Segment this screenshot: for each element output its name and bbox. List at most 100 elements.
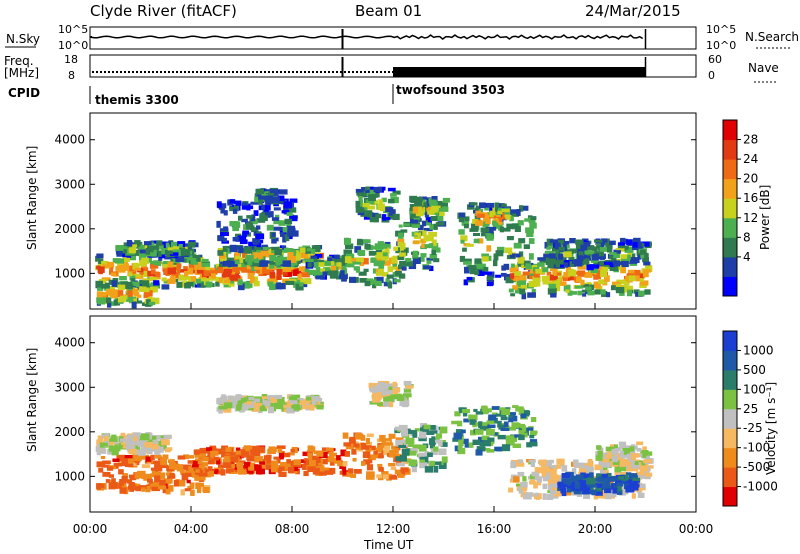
- power-cell-1693: [242, 232, 247, 238]
- power-cell-377: [132, 244, 138, 248]
- power-cell-105: [186, 276, 191, 280]
- velocity-cell-1270: [580, 465, 588, 469]
- nave-label: Nave: [748, 61, 779, 75]
- velocity-cell-920: [440, 426, 448, 434]
- power-cell-1106: [469, 269, 475, 275]
- power-cell-99: [122, 265, 132, 271]
- power-cell-864: [364, 281, 371, 287]
- power-cell-554: [224, 279, 231, 283]
- power-cell-1435: [623, 281, 628, 288]
- velocity-cell-922: [419, 431, 427, 439]
- power-cell-1443: [541, 275, 549, 282]
- power-cell-689: [261, 250, 269, 257]
- power-cell-1100: [529, 253, 534, 260]
- velocity-cell-1022: [500, 416, 508, 421]
- power-cell-1609: [558, 246, 565, 251]
- velocity-cell-1326: [598, 479, 604, 486]
- velocity-cell-736: [386, 473, 392, 481]
- velocity-cell-1422: [614, 452, 622, 460]
- velocity-cell-84: [138, 485, 147, 489]
- power-cell-1197: [494, 202, 500, 209]
- velocity-colorbar-label: Velocity [m s⁻¹]: [764, 382, 778, 475]
- velocity-cell-912: [426, 430, 435, 436]
- velocity-cell-78: [155, 471, 161, 478]
- power-cell-723: [234, 260, 240, 265]
- power-cell-132: [162, 262, 171, 266]
- power-cell-1350: [517, 280, 527, 287]
- velocity-cell-678: [264, 401, 271, 407]
- nsky-series-line: [90, 34, 644, 40]
- velocity-cell-82: [150, 481, 160, 487]
- velocity-cell-217: [126, 442, 133, 446]
- velocity-cell-58: [155, 454, 162, 459]
- power-cell-134: [143, 267, 149, 271]
- velocity-cell-150: [147, 478, 153, 483]
- power-cell-1606: [572, 249, 578, 253]
- power-cell-1719: [223, 226, 229, 232]
- power-cell-1498: [609, 264, 619, 272]
- power-cell-308: [167, 241, 174, 249]
- power-cell-236: [130, 281, 140, 287]
- velocity-cell-1001: [526, 427, 534, 431]
- power-cell-367: [149, 246, 158, 253]
- velocity-cell-181: [119, 442, 126, 448]
- velocity-cell-275: [145, 441, 154, 448]
- velocity-cell-715: [376, 474, 383, 479]
- power-cell-931: [355, 206, 365, 213]
- velocity-cell-880: [414, 428, 420, 432]
- power-cell-18: [163, 280, 171, 284]
- power-cell-535: [193, 261, 199, 265]
- velocity-cell-897: [398, 445, 407, 449]
- velocity-cell-1310: [626, 479, 636, 487]
- velocity-cell-939: [461, 438, 469, 445]
- power-cell-157: [167, 278, 176, 284]
- power-cell-1005: [411, 224, 421, 228]
- velocity-cell-456: [224, 456, 229, 464]
- power-colorbar-frame: [722, 119, 738, 297]
- velocity-cell-1173: [565, 490, 572, 496]
- power-cell-820: [375, 250, 382, 254]
- power-cell-1737: [286, 212, 293, 216]
- velocity-cell-862: [438, 462, 447, 469]
- power-cell-540: [253, 280, 260, 287]
- power-cell-834: [384, 247, 390, 255]
- power-cell-1085: [477, 238, 484, 244]
- power-cell-1119: [477, 269, 485, 276]
- power-cell-656: [244, 246, 253, 254]
- velocity-cell-893: [411, 459, 418, 464]
- velocity-cell-771: [389, 450, 394, 454]
- power-cell-1674: [251, 219, 258, 225]
- velocity-cell-344: [221, 452, 230, 458]
- power-cell-842: [376, 276, 384, 284]
- velocity-cell-190: [140, 445, 148, 451]
- power-cell-107: [180, 269, 188, 273]
- power-cell-66: [183, 266, 188, 271]
- velocity-cell-1469: [629, 446, 635, 452]
- velocity-cell-764: [384, 442, 394, 446]
- velocity-cell-714: [377, 476, 384, 481]
- power-cell-1598: [581, 242, 590, 247]
- power-cell-343: [161, 247, 166, 255]
- power-cell-781: [334, 254, 340, 260]
- power-cell-1362: [550, 274, 557, 281]
- power-cell-1354: [529, 266, 534, 274]
- power-cell-1037: [440, 202, 448, 209]
- velocity-cell-1427: [607, 451, 613, 456]
- velocity-colorbar-swatch-4: [723, 408, 737, 429]
- power-cell-1712: [271, 232, 276, 237]
- power-cell-819: [370, 257, 376, 262]
- velocity-cell-1191: [530, 474, 535, 479]
- power-cell-1229: [469, 202, 478, 206]
- power-cell-1226: [497, 210, 503, 215]
- power-cell-984: [435, 222, 445, 226]
- power-cell-1098: [480, 232, 486, 237]
- velocity-cell-1003: [457, 420, 463, 427]
- power-cell-1705: [262, 211, 271, 218]
- power-cell-1545: [599, 255, 606, 260]
- power-cell-1581: [626, 239, 632, 245]
- velocity-cell-730: [366, 471, 375, 478]
- velocity-cell-153: [160, 479, 166, 486]
- power-cell-1146: [468, 264, 476, 271]
- velocity-cell-869: [395, 456, 402, 462]
- velocity-cell-1125: [645, 472, 653, 477]
